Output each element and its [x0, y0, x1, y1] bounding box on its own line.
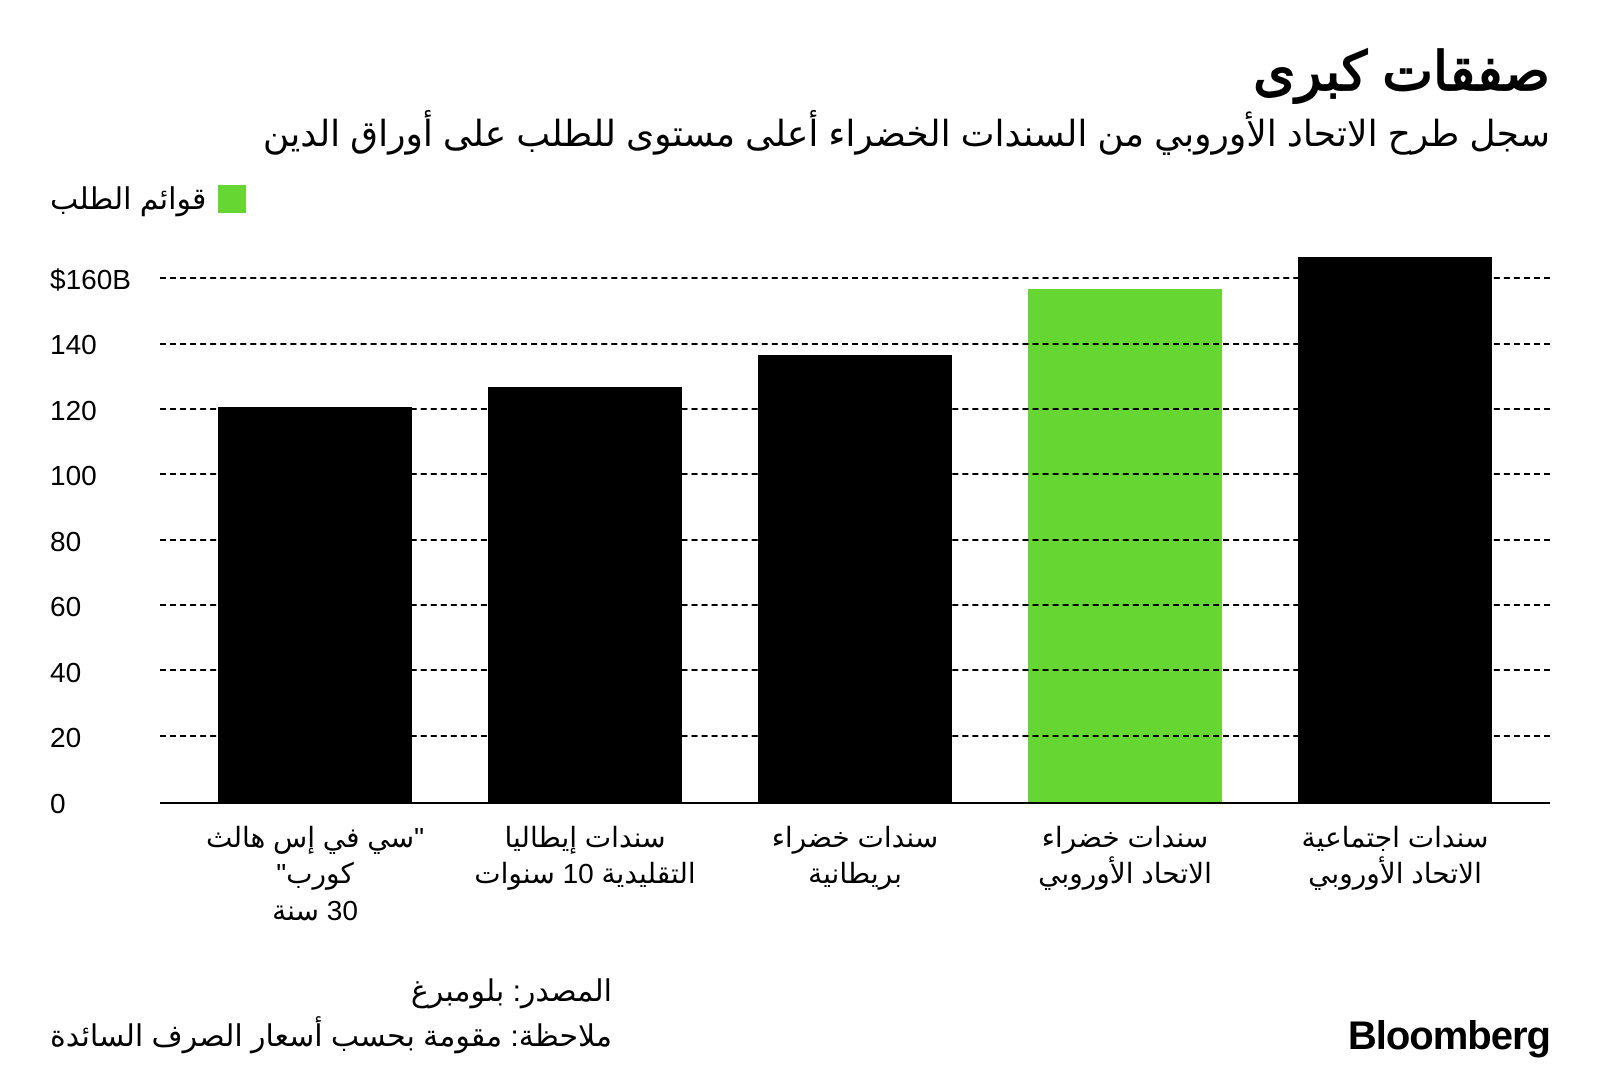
bar-slot	[990, 247, 1260, 802]
legend-label: قوائم الطلب	[50, 182, 206, 217]
legend: قوائم الطلب	[50, 182, 1550, 217]
note-text: ملاحظة: مقومة بحسب أسعار الصرف السائدة	[50, 1014, 612, 1059]
x-label: "سي في إس هالث كورب"30 سنة	[180, 820, 450, 929]
chart-subtitle: سجل طرح الاتحاد الأوروبي من السندات الخض…	[50, 111, 1550, 158]
bar-slot	[180, 247, 450, 802]
x-label: سندات خضراءالاتحاد الأوروبي	[990, 820, 1260, 929]
bar	[1298, 257, 1492, 802]
y-tick-label: 120	[50, 395, 97, 427]
source-text: المصدر: بلومبرغ	[50, 969, 612, 1014]
y-tick-label: $160B	[50, 264, 131, 296]
gridline	[160, 669, 1550, 671]
chart-title: صفقات كبرى	[50, 40, 1550, 103]
legend-swatch	[218, 185, 246, 213]
footer-text: المصدر: بلومبرغ ملاحظة: مقومة بحسب أسعار…	[50, 969, 612, 1059]
gridline	[160, 735, 1550, 737]
bar-slot	[450, 247, 720, 802]
y-axis: 020406080100120140$160B	[50, 247, 160, 804]
gridline	[160, 604, 1550, 606]
x-label: سندات اجتماعيةالاتحاد الأوروبي	[1260, 820, 1530, 929]
footer: Bloomberg المصدر: بلومبرغ ملاحظة: مقومة …	[50, 969, 1550, 1059]
y-tick-label: 20	[50, 722, 81, 754]
chart-container: صفقات كبرى سجل طرح الاتحاد الأوروبي من ا…	[0, 0, 1600, 1089]
plot-area	[160, 247, 1550, 804]
x-label: سندات خضراءبريطانية	[720, 820, 990, 929]
bar-slot	[1260, 247, 1530, 802]
gridline	[160, 277, 1550, 279]
brand-logo: Bloomberg	[1348, 1014, 1550, 1059]
x-label: سندات إيطالياالتقليدية 10 سنوات	[450, 820, 720, 929]
y-tick-label: 80	[50, 526, 81, 558]
bar	[488, 387, 682, 802]
bar-slot	[720, 247, 990, 802]
y-tick-label: 60	[50, 591, 81, 623]
gridline	[160, 408, 1550, 410]
x-axis-labels: سندات اجتماعيةالاتحاد الأوروبيسندات خضرا…	[160, 820, 1550, 929]
y-tick-label: 140	[50, 329, 97, 361]
gridline	[160, 343, 1550, 345]
y-tick-label: 0	[50, 788, 66, 820]
y-tick-label: 40	[50, 657, 81, 689]
bar	[1028, 289, 1222, 802]
y-tick-label: 100	[50, 460, 97, 492]
gridline	[160, 539, 1550, 541]
chart-area: 020406080100120140$160B	[50, 247, 1550, 804]
bars-group	[160, 247, 1550, 802]
gridline	[160, 473, 1550, 475]
